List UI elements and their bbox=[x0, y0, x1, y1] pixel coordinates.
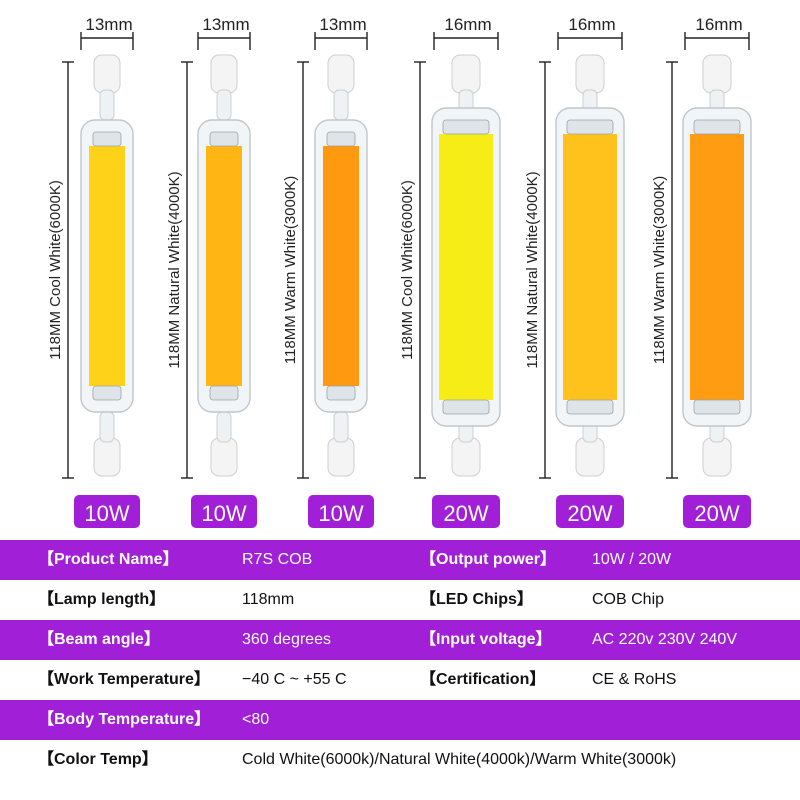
cob-chip bbox=[439, 134, 493, 400]
cob-chip bbox=[563, 134, 617, 400]
cob-chip bbox=[323, 146, 359, 386]
contact-top bbox=[326, 131, 356, 147]
power-label: 20W bbox=[567, 501, 612, 526]
ceramic-cap-top bbox=[327, 54, 355, 94]
glass-neck-bottom bbox=[99, 411, 115, 443]
cob-chip bbox=[89, 146, 125, 386]
ceramic-cap-bottom bbox=[451, 437, 481, 477]
power-badge bbox=[74, 495, 140, 528]
width-label: 16mm bbox=[695, 15, 742, 34]
input-voltage-value: AC 220v 230V 240V bbox=[592, 631, 737, 648]
length-color-label: 118MM Natural White(4000K) bbox=[524, 171, 541, 368]
glass-neck-top bbox=[216, 89, 232, 121]
glass-neck-top bbox=[99, 89, 115, 121]
contact-top bbox=[566, 119, 614, 135]
ceramic-cap-top bbox=[210, 54, 238, 94]
beam-angle-value: 360 degrees bbox=[242, 631, 331, 648]
ceramic-cap-top bbox=[702, 54, 732, 94]
power-badge bbox=[432, 495, 500, 528]
spec-row-product-name: 【Product Name】 R7S COB 【Output power】 10… bbox=[0, 540, 800, 580]
width-label: 16mm bbox=[568, 15, 615, 34]
length-color-label: 118MM Cool White(6000K) bbox=[399, 180, 416, 360]
ceramic-cap-bottom bbox=[702, 437, 732, 477]
width-label: 13mm bbox=[85, 15, 132, 34]
power-badge bbox=[191, 495, 257, 528]
contact-bottom bbox=[326, 385, 356, 401]
input-voltage-label: 【Input voltage】 bbox=[420, 631, 552, 648]
length-color-label: 118MM Cool White(6000K) bbox=[47, 180, 64, 360]
contact-top bbox=[92, 131, 122, 147]
power-label: 10W bbox=[201, 501, 246, 526]
output-power-label: 【Output power】 bbox=[420, 551, 556, 568]
led-chips-label: 【LED Chips】 bbox=[420, 591, 533, 608]
contact-bottom bbox=[566, 399, 614, 415]
color-temp-label: 【Color Temp】 bbox=[38, 751, 158, 768]
spec-row-beam-angle: 【Beam angle】 360 degrees 【Input voltage】… bbox=[0, 620, 800, 660]
contact-bottom bbox=[209, 385, 239, 401]
length-color-label: 118MM Natural White(4000K) bbox=[166, 171, 183, 368]
power-label: 10W bbox=[318, 501, 363, 526]
power-badge bbox=[556, 495, 624, 528]
spec-row-work-temperature: 【Work Temperature】 −40 C ~ +55 C 【Certif… bbox=[0, 660, 800, 700]
length-color-label: 118MM Warm White(3000K) bbox=[651, 176, 668, 364]
ceramic-cap-bottom bbox=[327, 437, 355, 477]
contact-bottom bbox=[442, 399, 490, 415]
lamp-illustrations: 13mm 118MM Cool White(6000K) 10W 13mm 118MM … bbox=[47, 15, 752, 528]
width-label: 13mm bbox=[202, 15, 249, 34]
glass-neck-bottom bbox=[216, 411, 232, 443]
ceramic-cap-bottom bbox=[93, 437, 121, 477]
spec-row-lamp-length: 【Lamp length】 118mm 【LED Chips】 COB Chip bbox=[0, 580, 800, 620]
contact-bottom bbox=[693, 399, 741, 415]
lamp-length-value: 118mm bbox=[242, 591, 295, 608]
work-temperature-value: −40 C ~ +55 C bbox=[242, 671, 347, 688]
contact-top bbox=[209, 131, 239, 147]
contact-top bbox=[693, 119, 741, 135]
power-label: 10W bbox=[84, 501, 129, 526]
power-label: 20W bbox=[694, 501, 739, 526]
beam-angle-label: 【Beam angle】 bbox=[38, 631, 160, 648]
cob-chip bbox=[206, 146, 242, 386]
color-temp-value: Cold White(6000k)/Natural White(4000k)/W… bbox=[242, 751, 677, 768]
ceramic-cap-top bbox=[451, 54, 481, 94]
product-name-label: 【Product Name】 bbox=[38, 551, 179, 568]
output-power-value: 10W / 20W bbox=[592, 551, 672, 568]
power-badge bbox=[683, 495, 751, 528]
ceramic-cap-bottom bbox=[210, 437, 238, 477]
certification-label: 【Certification】 bbox=[420, 671, 546, 688]
lamp-length-label: 【Lamp length】 bbox=[38, 591, 166, 608]
spec-row-color-temp: 【Color Temp】 Cold White(6000k)/Natural W… bbox=[0, 740, 800, 780]
work-temperature-label: 【Work Temperature】 bbox=[38, 671, 210, 688]
length-color-label: 118MM Warm White(3000K) bbox=[282, 176, 299, 364]
ceramic-cap-bottom bbox=[575, 437, 605, 477]
cob-chip bbox=[690, 134, 744, 400]
certification-value: CE & RoHS bbox=[592, 671, 677, 688]
width-label: 13mm bbox=[319, 15, 366, 34]
power-badge bbox=[308, 495, 374, 528]
power-label: 20W bbox=[443, 501, 488, 526]
width-label: 16mm bbox=[444, 15, 491, 34]
spec-row-body-temperature: 【Body Temperature】 <80 bbox=[0, 700, 800, 740]
body-temperature-label: 【Body Temperature】 bbox=[38, 711, 211, 728]
contact-top bbox=[442, 119, 490, 135]
ceramic-cap-top bbox=[575, 54, 605, 94]
contact-bottom bbox=[92, 385, 122, 401]
ceramic-cap-top bbox=[93, 54, 121, 94]
glass-neck-bottom bbox=[333, 411, 349, 443]
glass-neck-top bbox=[333, 89, 349, 121]
body-temperature-value: <80 bbox=[242, 711, 270, 728]
product-name-value: R7S COB bbox=[242, 551, 313, 568]
led-chips-value: COB Chip bbox=[592, 591, 665, 608]
